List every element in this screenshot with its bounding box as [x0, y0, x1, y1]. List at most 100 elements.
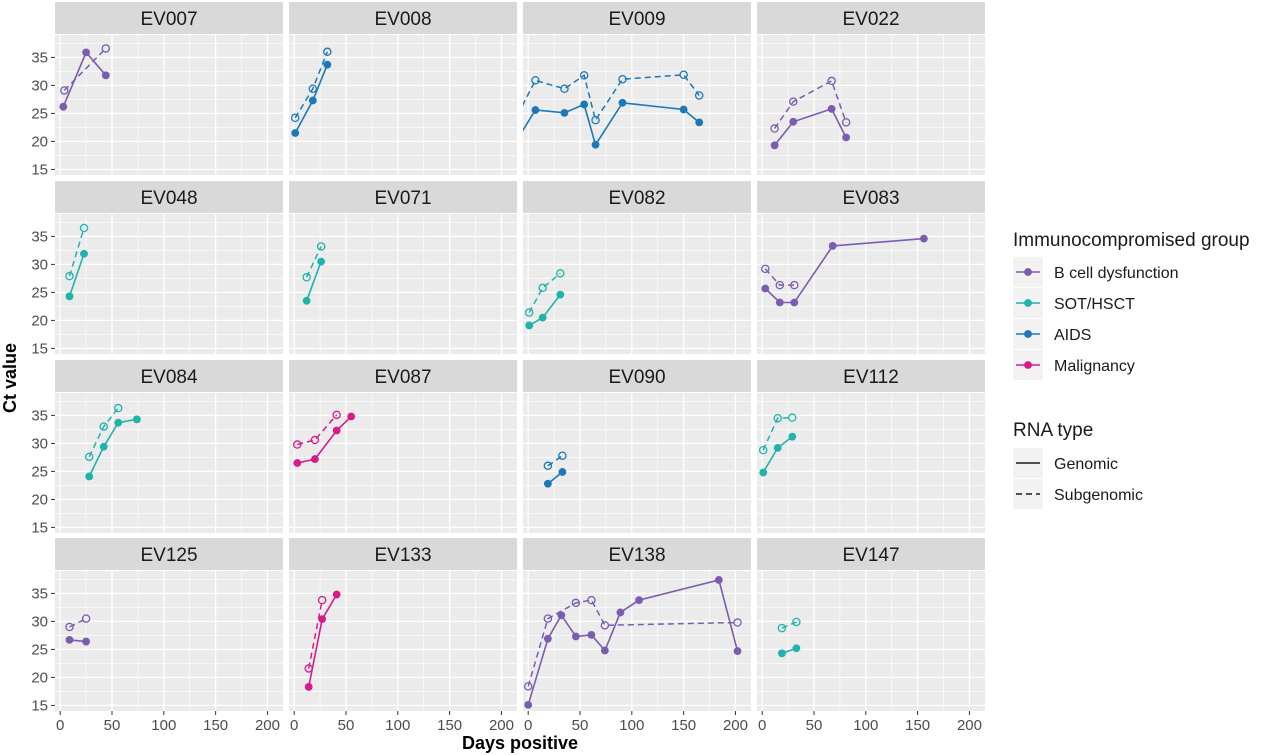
subgenomic-point [591, 115, 600, 125]
gridlines [289, 571, 517, 711]
genomic-point [291, 129, 300, 137]
x-tick-label: 100 [151, 717, 176, 734]
genomic-point [761, 284, 770, 293]
x-tick-label: 150 [905, 717, 930, 734]
subgenomic-point [293, 440, 302, 449]
panel-title: EV133 [374, 545, 431, 566]
subgenomic-point [531, 76, 540, 85]
genomic-line [527, 579, 739, 706]
panels-layer: EV007 15 20 25 30 35 EV008 EV009 EV022 EV048 15 20 2… [31, 2, 985, 734]
panel-data [761, 234, 928, 307]
y-tick-label: 30 [31, 435, 48, 452]
subgenomic-point [587, 595, 596, 605]
panel-title: EV087 [374, 367, 431, 388]
panel-title: EV084 [140, 367, 197, 388]
legend-label: Subgenomic [1054, 487, 1143, 504]
panel-title: EV007 [140, 9, 197, 30]
genomic-point [101, 71, 110, 80]
genomic-point [770, 141, 779, 150]
y-tick-label: 20 [31, 312, 48, 329]
subgenomic-point [789, 97, 798, 106]
subgenomic-point [538, 283, 547, 293]
subgenomic-point [775, 280, 785, 290]
plot-background [523, 214, 751, 354]
genomic-point [828, 242, 837, 250]
x-tick-label: 200 [957, 717, 982, 734]
panel-strip [289, 538, 517, 570]
genomic-point [591, 140, 600, 149]
legend-label: Malignancy [1054, 358, 1135, 375]
genomic-point [618, 98, 627, 107]
panel-strip [55, 360, 283, 392]
genomic-point [790, 298, 799, 307]
subgenomic-point [79, 223, 89, 233]
x-tick-label: 0 [758, 717, 766, 734]
genomic-point [558, 468, 567, 476]
y-tick-label: 30 [31, 77, 48, 94]
genomic-line [305, 261, 322, 302]
subgenomic-point [790, 280, 799, 290]
panel-strip [55, 2, 283, 34]
panel-data [543, 451, 567, 488]
subgenomic-line [528, 272, 561, 313]
gridlines [757, 35, 985, 175]
panel-strip [757, 2, 985, 34]
genomic-point [99, 442, 108, 451]
genomic-point [543, 479, 552, 488]
panel-data [293, 410, 356, 467]
y-tick-label: 15 [31, 519, 48, 536]
legend: Immunocompromised group RNA type B cell … [1013, 230, 1250, 509]
subgenomic-point [323, 47, 332, 57]
x-tick-label: 150 [203, 717, 228, 734]
panel-ev147: EV147 0 50 100 150 200 [757, 538, 985, 734]
genomic-point [919, 234, 928, 243]
panel-strip [757, 538, 985, 570]
panel-strip [55, 538, 283, 570]
genomic-point [635, 596, 643, 605]
genomic-point [318, 615, 327, 624]
subgenomic-point [290, 113, 300, 123]
subgenomic-point [571, 598, 581, 608]
x-tick-label: 50 [806, 717, 823, 734]
genomic-point [311, 455, 319, 463]
genomic-point [842, 133, 851, 142]
panel-strip [757, 181, 985, 213]
genomic-point [789, 117, 798, 126]
subgenomic-point [600, 621, 610, 630]
subgenomic-point [792, 617, 801, 627]
genomic-point [587, 630, 596, 639]
panel-title: EV083 [842, 188, 899, 209]
genomic-point [538, 313, 547, 322]
panel-title: EV138 [608, 545, 665, 566]
panel-data [304, 590, 341, 691]
plot-background [55, 571, 283, 711]
y-tick-label: 20 [31, 133, 48, 150]
gridlines [523, 393, 751, 533]
plot-background [289, 571, 517, 711]
genomic-point [332, 426, 341, 435]
genomic-point [616, 608, 625, 617]
y-tick-label: 30 [31, 256, 48, 273]
genomic-point [323, 60, 332, 69]
legend-label: B cell dysfunction [1054, 265, 1179, 282]
subgenomic-line [762, 416, 793, 451]
subgenomic-line [781, 621, 797, 629]
panel-ev087: EV087 [289, 360, 517, 533]
subgenomic-point [65, 271, 74, 281]
subgenomic-point [99, 422, 108, 431]
x-axis-title: Days positive [462, 733, 578, 753]
subgenomic-point [679, 70, 688, 80]
panel-data [84, 403, 141, 481]
subgenomic-point [827, 76, 836, 86]
x-tick-label: 100 [853, 717, 878, 734]
y-tick-label: 20 [31, 491, 48, 508]
panel-ev009: EV009 [523, 2, 751, 175]
legend-label: Genomic [1054, 456, 1118, 473]
genomic-point [80, 249, 88, 258]
panel-title: EV082 [608, 188, 665, 209]
genomic-point [773, 443, 782, 452]
genomic-point [556, 290, 565, 299]
subgenomic-point [113, 403, 123, 413]
y-tick-label: 25 [31, 284, 48, 301]
